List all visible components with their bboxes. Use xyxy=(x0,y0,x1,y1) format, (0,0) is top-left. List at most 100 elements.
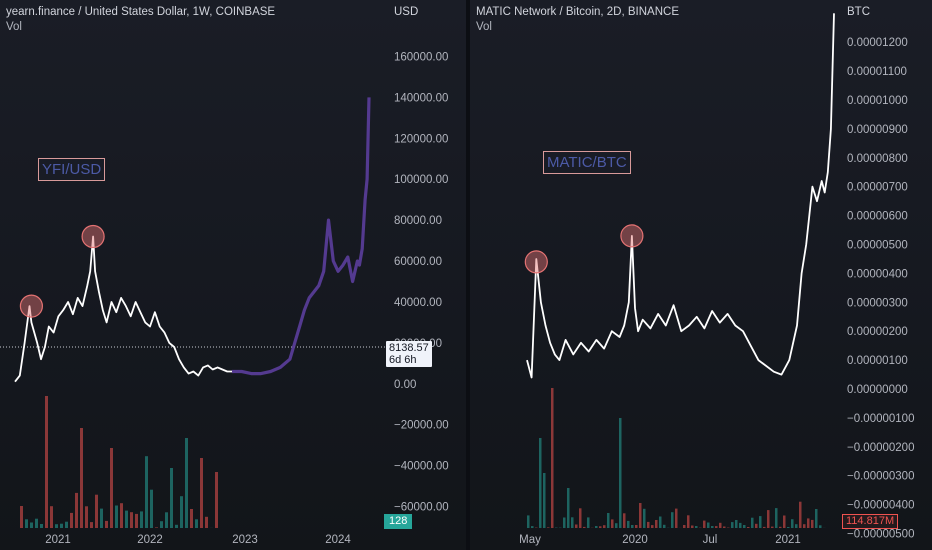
volume-bar xyxy=(815,509,818,528)
peak-marker xyxy=(524,250,548,274)
volume-bar xyxy=(695,526,698,528)
volume-bar xyxy=(20,506,23,528)
volume-bar xyxy=(120,503,123,528)
volume-bar xyxy=(779,526,782,528)
y-tick-label: 0.00001200 xyxy=(847,37,908,49)
y-tick-label: 0.00000300 xyxy=(847,297,908,309)
volume-bar xyxy=(543,473,546,528)
volume-bar xyxy=(803,524,806,528)
volume-bar xyxy=(743,525,746,528)
bar-countdown: 6d 6h xyxy=(389,354,417,366)
volume-bar xyxy=(755,523,758,528)
y-tick-label: 0.00 xyxy=(394,379,416,391)
volume-bar xyxy=(195,519,198,528)
matic-btc-chart-pane[interactable]: BTC 0.00001200 0.00001100 0.00001000 0.00000… xyxy=(470,0,932,550)
volume-bar xyxy=(527,515,530,528)
y-tick-label: 120000.00 xyxy=(394,133,448,145)
volume-value-label: 114.817M xyxy=(842,514,899,529)
volume-bar xyxy=(687,515,690,528)
volume-bar xyxy=(603,525,606,528)
y-tick-label: 0.00000000 xyxy=(847,384,908,396)
volume-bar xyxy=(130,512,133,528)
volume-bar xyxy=(711,526,714,528)
volume-bar xyxy=(751,517,754,528)
volume-bar xyxy=(655,520,658,528)
y-tick-label: −0.00000400 xyxy=(847,500,914,512)
y-tick-label: −40000.00 xyxy=(394,461,449,473)
volume-value-label: 128 xyxy=(384,514,413,529)
volume-bar xyxy=(599,526,602,528)
volume-bar xyxy=(185,438,188,528)
volume-bar xyxy=(819,525,822,528)
x-tick-label: 2022 xyxy=(137,534,163,546)
volume-bar xyxy=(747,527,750,528)
y-tick-label: −0.00000300 xyxy=(847,471,914,483)
volume-bar xyxy=(575,524,578,528)
y-tick-label: 100000.00 xyxy=(394,174,448,186)
volume-bar xyxy=(607,513,610,528)
volume-bar xyxy=(115,505,118,528)
volume-bar xyxy=(547,527,550,528)
volume-bar xyxy=(587,517,590,528)
yfi-usd-chart[interactable]: USD 160000.00 140000.00 120000.00 100000.00 8… xyxy=(0,0,466,550)
volume-bar xyxy=(175,524,178,528)
volume-bar xyxy=(763,526,766,528)
volume-bar xyxy=(767,510,770,528)
volume-bar xyxy=(531,526,534,528)
volume-bar xyxy=(145,456,148,528)
matic-btc-chart[interactable]: BTC 0.00001200 0.00001100 0.00001000 0.00000… xyxy=(470,0,932,550)
volume-bar xyxy=(631,525,634,528)
y-tick-label: 0.00000800 xyxy=(847,153,908,165)
y-tick-label: 0.00000700 xyxy=(847,182,908,194)
chart-annotation[interactable]: MATIC/BTC xyxy=(543,151,631,174)
volume-bar xyxy=(795,524,798,528)
y-tick-label: −0.00000100 xyxy=(847,413,914,425)
volume-bar xyxy=(70,512,73,528)
volume-bar xyxy=(55,524,58,528)
volume-bar xyxy=(135,513,138,528)
volume-bar xyxy=(539,438,542,528)
volume-bar xyxy=(707,522,710,528)
volume-bar xyxy=(691,525,694,528)
x-tick-label: 2020 xyxy=(622,534,648,546)
y-tick-label: −0.00000500 xyxy=(847,529,914,541)
volume-indicator-label: Vol xyxy=(476,21,492,33)
volume-bar xyxy=(35,518,38,528)
volume-bar xyxy=(25,519,28,528)
y-tick-label: 0.00000900 xyxy=(847,124,908,136)
volume-bar xyxy=(759,516,762,528)
volume-bar xyxy=(595,526,598,528)
volume-bar xyxy=(811,519,814,528)
yfi-usd-chart-pane[interactable]: USD 160000.00 140000.00 120000.00 100000.00 8… xyxy=(0,0,466,550)
volume-bar xyxy=(551,388,554,528)
volume-bar xyxy=(635,525,638,528)
chart-annotation[interactable]: YFI/USD xyxy=(38,158,106,181)
volume-bar xyxy=(683,525,686,528)
volume-bar xyxy=(659,516,662,528)
y-tick-label: 160000.00 xyxy=(394,51,448,63)
volume-bar xyxy=(571,517,574,528)
volume-bar xyxy=(65,521,68,528)
x-tick-label: 2023 xyxy=(232,534,258,546)
y-tick-label: 140000.00 xyxy=(394,92,448,104)
volume-bar xyxy=(45,396,48,528)
last-price-value: 8138.57 xyxy=(389,342,429,354)
volume-bar xyxy=(160,521,163,528)
pane-divider[interactable] xyxy=(466,0,470,550)
price-line xyxy=(526,13,835,379)
y-tick-label: −60000.00 xyxy=(394,502,449,514)
y-tick-label: −20000.00 xyxy=(394,420,449,432)
volume-bar xyxy=(651,525,654,528)
peak-marker xyxy=(620,224,644,248)
y-tick-label: 0.00001100 xyxy=(847,66,907,78)
volume-bar xyxy=(643,508,646,528)
chart-title: yearn.finance / United States Dollar, 1W… xyxy=(6,6,276,18)
peak-marker xyxy=(81,224,105,249)
volume-bar xyxy=(671,512,674,528)
volume-indicator-label: Vol xyxy=(6,21,22,33)
volume-bar xyxy=(723,526,726,528)
volume-bar xyxy=(735,520,738,528)
x-tick-label: Jul xyxy=(703,534,718,546)
volume-bar xyxy=(170,468,173,528)
chart-title: MATIC Network / Bitcoin, 2D, BINANCE xyxy=(476,6,679,18)
